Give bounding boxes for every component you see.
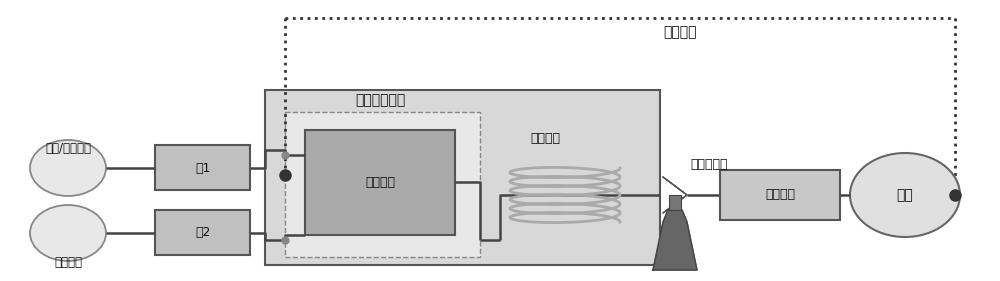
Text: 背压调节阀: 背压调节阀 [690, 158, 728, 171]
Text: 温度控制模块: 温度控制模块 [355, 93, 405, 107]
Bar [155, 210, 250, 255]
Text: 流速控制: 流速控制 [663, 25, 697, 39]
Polygon shape [653, 210, 697, 270]
Ellipse shape [30, 140, 106, 196]
Polygon shape [663, 177, 687, 213]
Text: 硭确混酸: 硭确混酸 [54, 255, 82, 269]
Text: 微混合器: 微混合器 [365, 176, 395, 189]
Text: 泵2: 泵2 [195, 226, 211, 239]
Text: 原料/确酸溶液: 原料/确酸溶液 [45, 142, 91, 155]
Bar [155, 145, 250, 190]
Bar [265, 90, 660, 265]
Bar [669, 195, 681, 210]
Ellipse shape [30, 205, 106, 261]
Text: 泵1: 泵1 [195, 162, 211, 175]
Text: 产物: 产物 [897, 188, 913, 202]
Bar [720, 170, 840, 220]
Text: 分离模块: 分离模块 [765, 189, 795, 201]
Ellipse shape [850, 153, 960, 237]
Bar [285, 112, 480, 257]
Bar [305, 130, 455, 235]
Text: 停留线圈: 停留线圈 [530, 132, 560, 144]
